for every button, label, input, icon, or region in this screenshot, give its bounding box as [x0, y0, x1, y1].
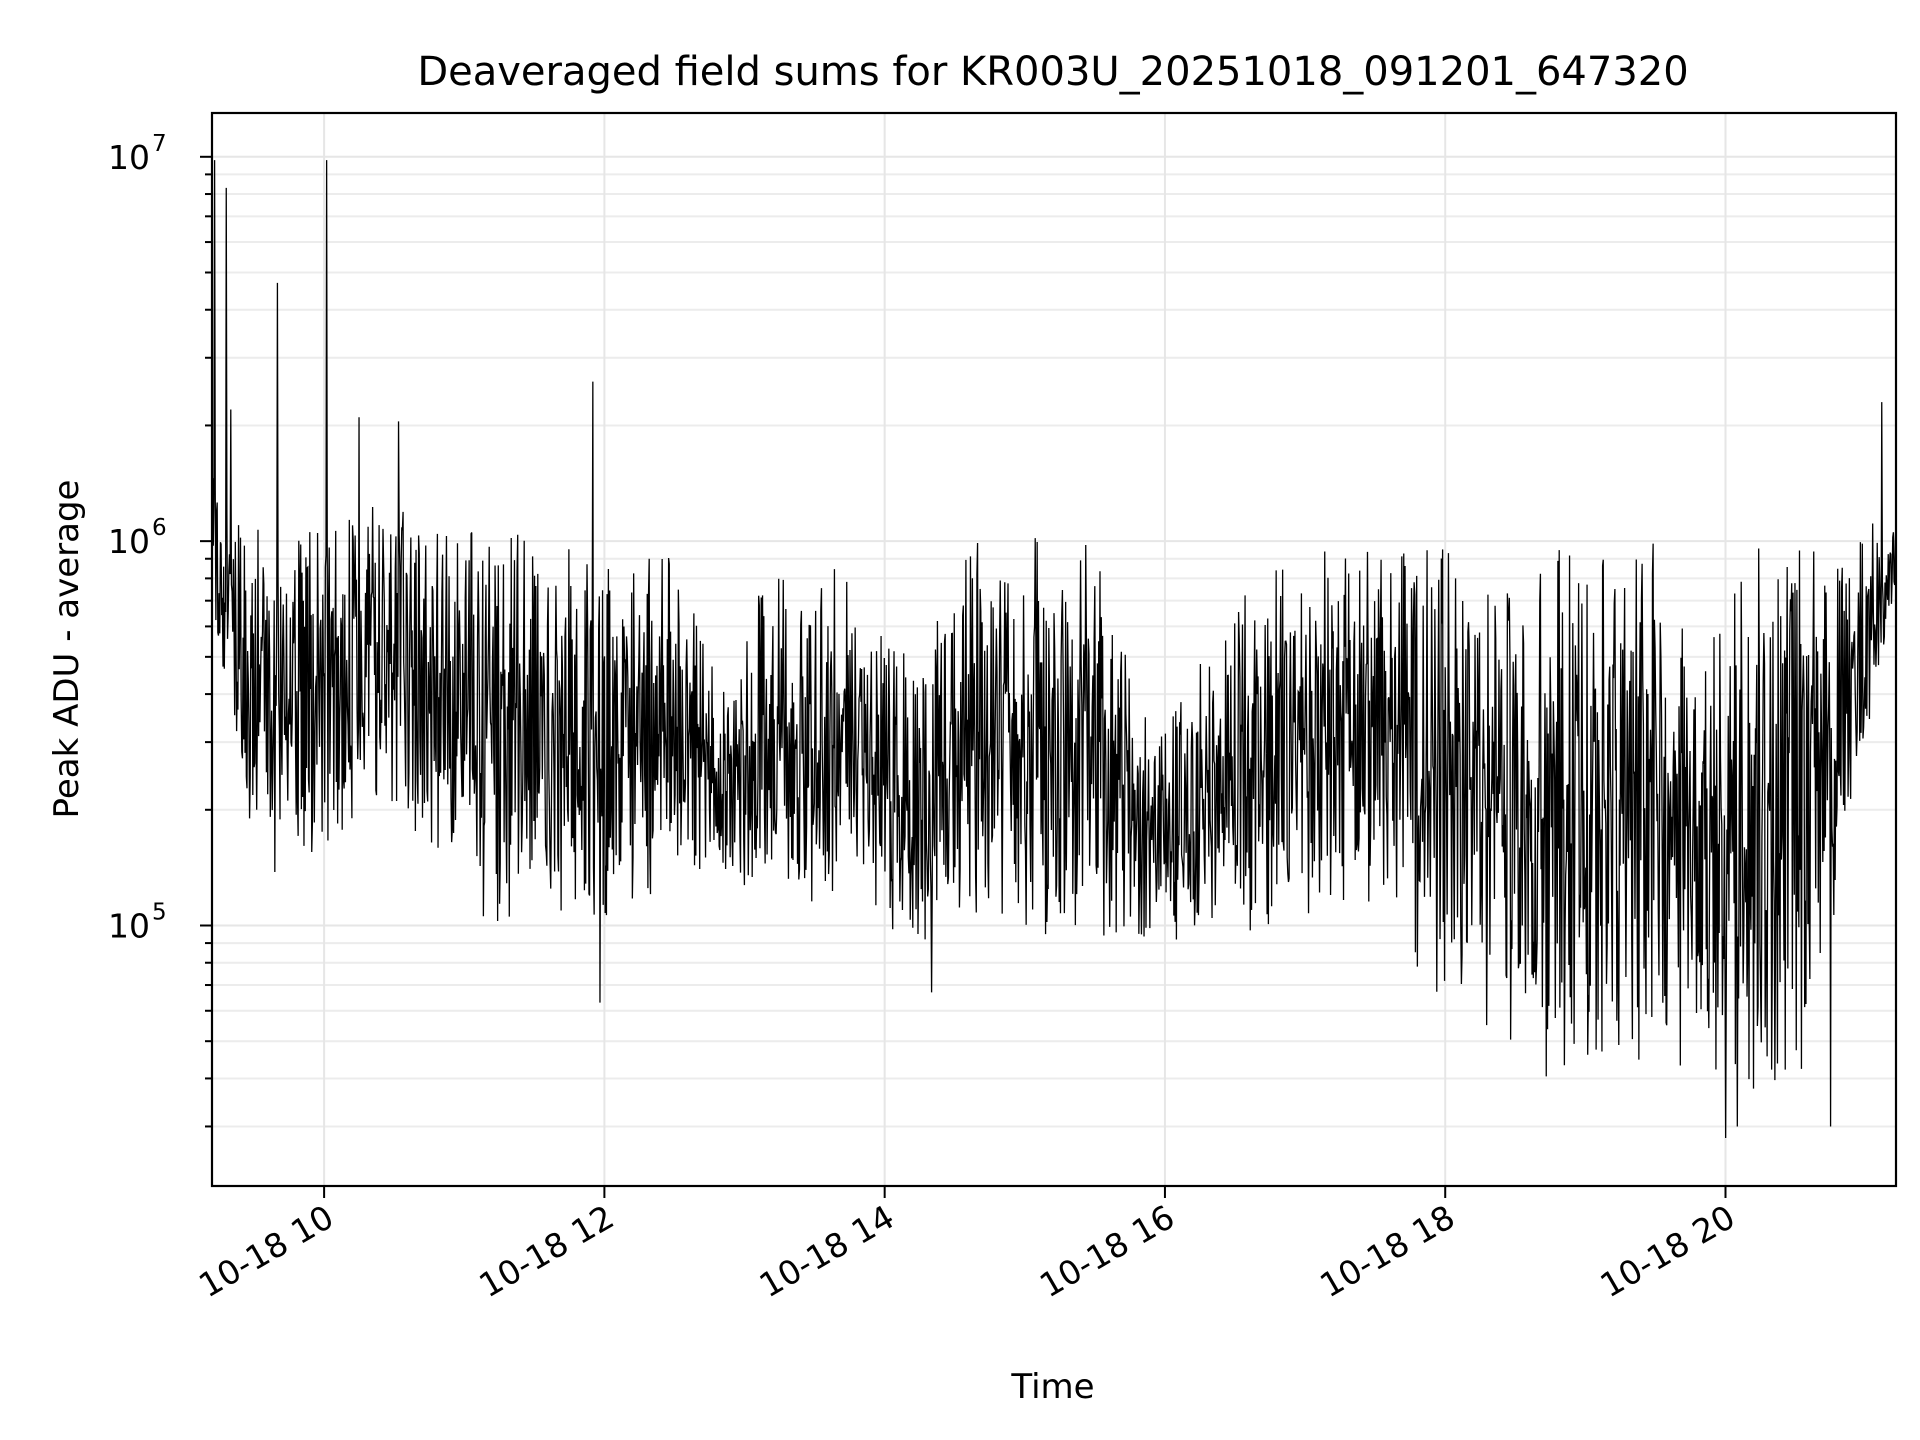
- y-tick-exponent: 7: [152, 131, 167, 157]
- plot-frame: [210, 111, 1898, 1188]
- y-axis-label: Peak ADU - average: [47, 480, 87, 819]
- chart-title: Deaveraged field sums for KR003U_2025101…: [417, 49, 1688, 95]
- y-tick-exponent: 6: [152, 515, 167, 541]
- series-line: [211, 160, 1897, 1138]
- y-tick-label: 10: [108, 906, 150, 945]
- y-tick-exponent: 5: [152, 899, 167, 925]
- y-tick-label: 10: [108, 522, 150, 561]
- series-layer: [211, 160, 1897, 1138]
- y-tick-label: 10: [108, 138, 150, 177]
- x-axis-label: Time: [1010, 1367, 1094, 1407]
